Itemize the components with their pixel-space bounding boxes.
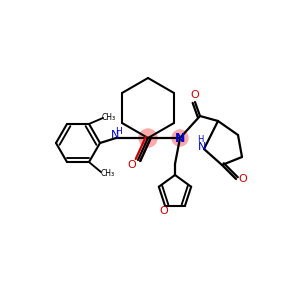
Text: O: O: [160, 206, 168, 216]
Text: N: N: [111, 130, 119, 140]
Text: H: H: [197, 136, 203, 145]
Text: CH₃: CH₃: [102, 113, 116, 122]
Text: H: H: [116, 127, 122, 136]
Text: O: O: [190, 90, 200, 100]
Text: CH₃: CH₃: [101, 169, 115, 178]
Text: N: N: [175, 131, 185, 145]
Circle shape: [139, 129, 157, 147]
Circle shape: [172, 130, 188, 146]
Text: N: N: [198, 142, 206, 152]
Text: O: O: [128, 160, 136, 170]
Text: O: O: [238, 174, 247, 184]
